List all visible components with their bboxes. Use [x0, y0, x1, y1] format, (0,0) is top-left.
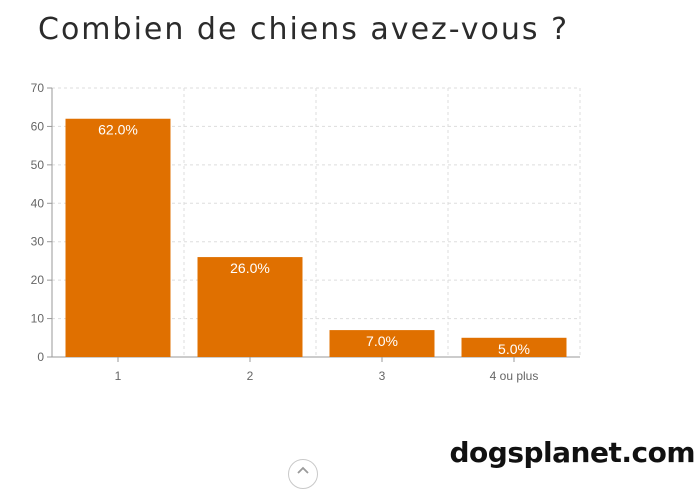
grid-lines: [52, 87, 581, 357]
data-label: 26.0%: [230, 260, 270, 276]
y-tick-label: 20: [31, 273, 45, 287]
x-tick-labels: 1 2 3 4 ou plus: [115, 369, 539, 383]
y-tick-label: 70: [31, 81, 45, 95]
chart-title: Combien de chiens avez-vous ?: [38, 12, 569, 47]
bar-2[interactable]: [197, 257, 303, 357]
chevron-up-icon: [297, 466, 309, 474]
y-tick-label: 10: [31, 312, 45, 326]
x-tick-label: 2: [247, 369, 254, 383]
bar-3[interactable]: [329, 330, 435, 357]
bars: [65, 118, 567, 357]
x-tick-label: 3: [379, 369, 386, 383]
y-tick-label: 30: [31, 235, 45, 249]
bar-4[interactable]: [461, 337, 567, 357]
bar-1[interactable]: [65, 118, 171, 357]
data-labels: 62.0% 26.0% 7.0% 5.0%: [98, 122, 530, 357]
y-tick-label: 50: [31, 158, 45, 172]
x-tick-label: 1: [115, 369, 122, 383]
brand-logo[interactable]: dogsplanet.com: [449, 436, 696, 469]
scroll-up-button[interactable]: [288, 459, 318, 489]
bar-chart: 62.0% 26.0% 7.0% 5.0% 0 10 20 30 40 50 60 70 1 2 3 4 …: [31, 81, 581, 383]
x-tick-label: 4 ou plus: [490, 369, 539, 383]
data-label: 7.0%: [366, 333, 398, 349]
data-label: 62.0%: [98, 122, 138, 138]
y-tick-labels: 0 10 20 30 40 50 60 70: [31, 81, 45, 364]
y-tick-label: 0: [37, 350, 44, 364]
y-tick-label: 60: [31, 119, 45, 133]
data-label: 5.0%: [498, 341, 530, 357]
y-tick-label: 40: [31, 196, 45, 210]
